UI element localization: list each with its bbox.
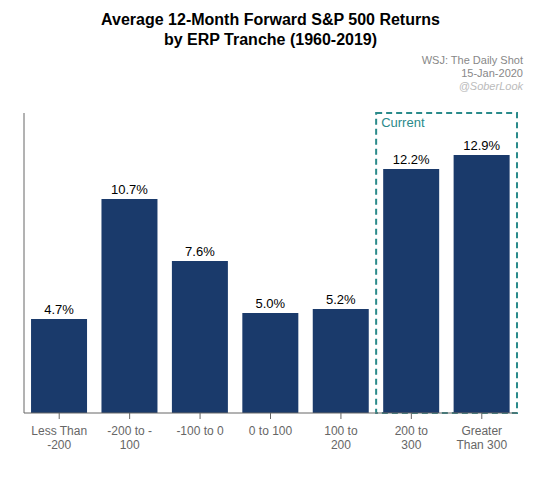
- svg-text:5.2%: 5.2%: [326, 292, 356, 307]
- html-text:WSJ: The Daily Shot: WSJ: The Daily Shot: [421, 54, 523, 66]
- html-text:15-Jan-2020: 15-Jan-2020: [461, 67, 523, 79]
- svg-text:5.0%: 5.0%: [256, 296, 286, 311]
- svg-text:0 to 100: 0 to 100: [249, 424, 293, 438]
- svg-text:-200 to -100: -200 to -100: [107, 424, 152, 452]
- svg-text:GreaterThan 300: GreaterThan 300: [456, 424, 507, 452]
- html-text:by ERP Tranche (1960-2019): by ERP Tranche (1960-2019): [163, 31, 378, 48]
- svg-text:12.2%: 12.2%: [393, 152, 430, 167]
- html-text:Average 12-Month Forward S&P 5: Average 12-Month Forward S&P 500 Returns: [101, 11, 440, 28]
- svg-text:4.7%: 4.7%: [44, 302, 74, 317]
- svg-text:-100 to 0: -100 to 0: [176, 424, 224, 438]
- svg-text:Less Than-200: Less Than-200: [31, 424, 87, 452]
- svg-text:200 to300: 200 to300: [395, 424, 429, 452]
- html-text:@SoberLook: @SoberLook: [458, 80, 523, 92]
- svg-text:10.7%: 10.7%: [111, 182, 148, 197]
- svg-text:12.9%: 12.9%: [463, 138, 500, 153]
- svg-text:100 to200: 100 to200: [324, 424, 358, 452]
- svg-text:Current: Current: [381, 115, 425, 130]
- svg-text:7.6%: 7.6%: [185, 244, 215, 259]
